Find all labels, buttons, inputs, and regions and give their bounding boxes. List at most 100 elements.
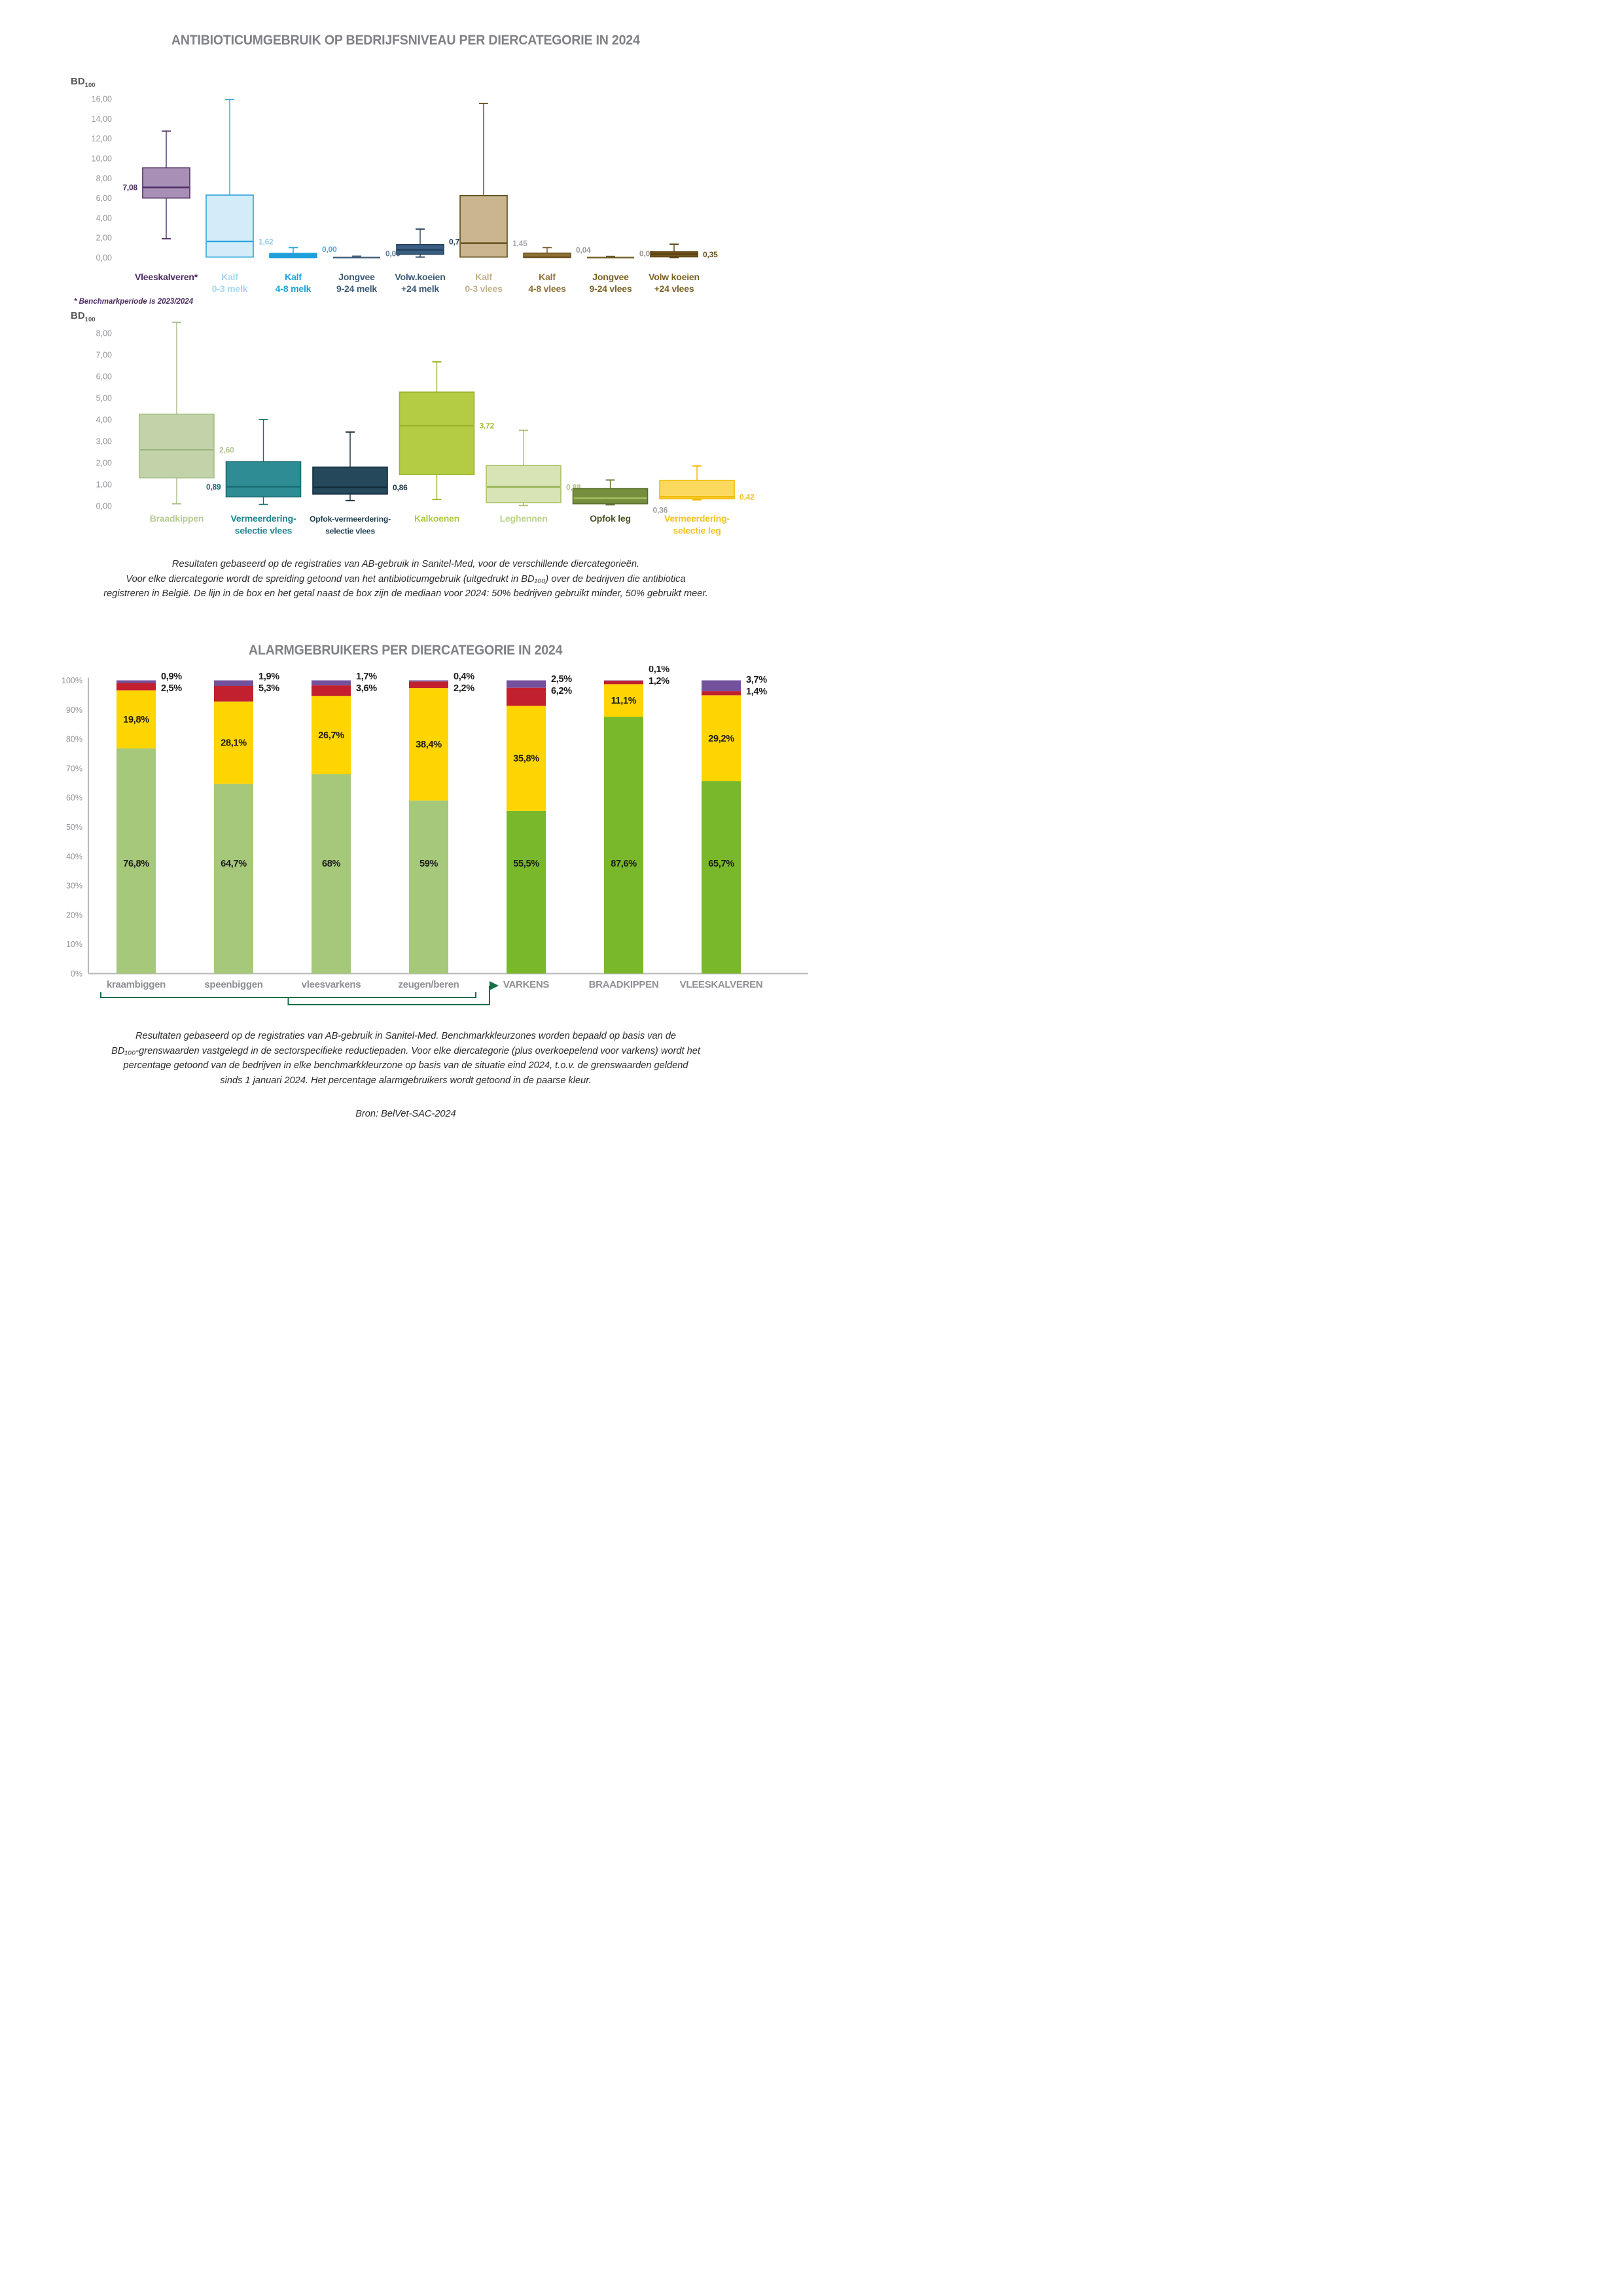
green-segment [702,781,741,974]
yellow-segment [702,695,741,781]
green-value-label: 55,5% [513,859,539,869]
median-value-label: 0,36 [653,505,668,514]
y-tick-label: 8,00 [96,329,112,338]
y-tick-label: 90% [66,706,82,715]
category-label: selectie leg [673,526,721,536]
median-value-label: 0,35 [703,250,718,259]
category-label: BRAADKIPPEN [589,979,659,990]
median-value-label: 1,45 [512,239,527,248]
category-label: +24 vlees [654,283,694,294]
median-value-label: 0,42 [740,493,755,502]
purple-value-label: 1,7% [356,672,377,682]
category-label: 9-24 vlees [590,283,632,294]
green-value-label: 59% [419,859,438,869]
yellow-value-label: 35,8% [513,754,539,764]
category-label: vleesvarkens [302,979,361,990]
category-label: Kalf [475,272,492,282]
bar-chart-title-text: ALARMGEBRUIKERS PER DIERCATEGORIE IN 202… [249,643,563,658]
category-label: 4-8 vlees [528,283,566,294]
boxplot-box [572,488,649,505]
y-tick-label: 50% [66,823,82,832]
category-label: VARKENS [503,979,549,990]
purple-segment [214,680,253,687]
purple-value-label: 1,9% [259,672,279,682]
category-label: Jongvee [338,272,375,282]
category-label: Vermeerdering- [664,513,730,524]
green-value-label: 65,7% [708,859,734,869]
y-tick-label: 6,00 [96,194,112,203]
boxplot-caption: Resultaten gebaseerd op de registraties … [0,557,812,601]
y-tick-label: 8,00 [96,174,112,183]
y-tick-label: 7,00 [96,351,112,360]
purple-segment [116,680,156,683]
red-value-label: 3,6% [356,683,377,694]
red-segment [604,680,643,685]
y-tick-label: 4,00 [96,416,112,425]
green-segment [604,717,643,974]
yellow-segment [214,701,253,784]
red-value-label: 1,2% [649,676,669,687]
purple-value-label: 0,1% [649,666,669,675]
category-label: speenbiggen [204,979,262,990]
y-tick-label: 10% [66,940,82,949]
boxplot-chart-title-text: ANTIBIOTICUMGEBRUIK OP BEDRIJFSNIVEAU PE… [171,33,640,48]
category-label: 0-3 vlees [465,283,503,294]
y-tick-label: 30% [66,882,82,891]
caption-line: registreren in België. De lijn in de box… [103,588,708,600]
alarm-users-stacked-bar-chart: 0% 10% 20% 30% 40% 50% 60% 70% 80% 90% 100% 76,8% 19… [62,666,808,1005]
yellow-value-label: 26,7% [318,730,344,741]
y-tick-label: 100% [62,676,82,685]
caption-line: BD₁₀₀-grenswaarden vastgelegd in de sect… [111,1045,700,1056]
y-tick-label: 14,00 [92,115,112,124]
bar-chart-title: ALARMGEBRUIKERS PER DIERCATEGORIE IN 202… [0,643,812,658]
red-segment [409,681,448,689]
y-tick-label: 70% [66,764,82,773]
boxplot-box [139,413,215,478]
category-label: Kalf [539,272,556,282]
red-segment [312,685,351,696]
red-value-label: 1,4% [746,687,767,697]
median-value-label: 0,89 [206,482,221,492]
caption-line: Resultaten gebaseerd op de registraties … [171,559,640,569]
category-label: Jongvee [592,272,629,282]
green-segment [507,810,546,974]
red-segment [702,691,741,696]
caption-line: percentage getoond van de bedrijven in e… [123,1060,688,1071]
category-label: Opfok-vermeerdering- [310,514,391,524]
group-bracket [100,992,476,998]
y-tick-label: 3,00 [96,437,112,446]
category-label: 9-24 melk [336,283,377,294]
category-label: kraambiggen [107,979,166,990]
green-segment [116,748,156,974]
category-label: Volw koeien [649,272,700,282]
y-tick-label: 0,00 [96,502,112,511]
yellow-segment [312,696,351,774]
y-tick-label: 0% [71,969,82,978]
y-tick-label: 0,00 [96,253,112,262]
category-label: +24 melk [401,283,439,294]
category-label: Leghennen [500,513,548,524]
yellow-segment [409,688,448,801]
purple-value-label: 2,5% [551,674,572,685]
y-tick-label: 10,00 [92,154,112,164]
median-value-label: 7,08 [122,183,137,192]
median-value-label: 1,62 [259,237,274,246]
red-segment [116,683,156,691]
red-value-label: 6,2% [551,686,572,696]
boxplot-box [312,466,388,495]
purple-segment [312,680,351,686]
category-label: selectie vlees [325,527,375,536]
category-label: Vleeskalveren* [135,272,198,282]
boxplot-chart-title: ANTIBIOTICUMGEBRUIK OP BEDRIJFSNIVEAU PE… [0,33,812,48]
median-value-label: 0,04 [576,245,591,255]
group-bracket-connector [287,986,490,1005]
median-value-label: 0,00 [322,245,337,254]
boxplot-box [399,391,475,475]
category-label: Opfok leg [590,513,631,524]
y-axis-unit-label: BD100 [71,310,96,323]
y-tick-label: 12,00 [92,134,112,143]
purple-segment [507,680,546,688]
red-segment [214,686,253,702]
median-value-label: 3,72 [480,422,495,431]
